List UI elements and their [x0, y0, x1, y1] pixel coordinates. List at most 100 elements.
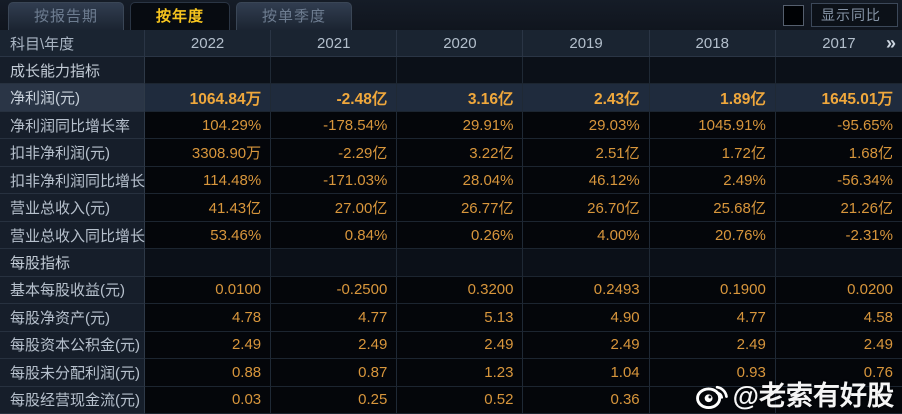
show-yoy-label[interactable]: 显示同比 — [811, 3, 898, 27]
cell-value: 2.49 — [397, 331, 524, 360]
cell-value: 25.68亿 — [649, 194, 776, 222]
cell-value: 0.36 — [523, 386, 650, 414]
table-body: 成长能力指标 净利润(元) 1064.84万 -2.48亿 3.16亿 2.43亿 1.89… — [0, 57, 902, 414]
cell-value: 1.23 — [397, 359, 524, 387]
year-label: 2020 — [443, 34, 477, 52]
table-row: 净利润(元) 1064.84万 -2.48亿 3.16亿 2.43亿 1.89亿 1645.… — [0, 84, 902, 112]
year-label: 2021 — [317, 34, 351, 52]
cell-value: 3.22亿 — [397, 139, 524, 167]
more-years-icon[interactable]: » — [885, 33, 896, 53]
cell-value: 1.89亿 — [649, 84, 776, 112]
table-row: 每股未分配利润(元) 0.88 0.87 1.23 1.04 0.93 0.76 — [0, 359, 902, 387]
row-label: 每股资本公积金(元) — [0, 331, 145, 360]
row-label: 基本每股收益(元) — [0, 276, 145, 305]
row-label: 净利润(元) — [0, 84, 145, 112]
row-label: 扣非净利润(元) — [0, 139, 145, 167]
show-yoy-checkbox[interactable] — [783, 4, 804, 26]
table-row: 营业总收入同比增长率 53.46% 0.84% 0.26% 4.00% 20.76% -2.… — [0, 221, 902, 250]
cell-value: 28.04% — [397, 166, 524, 195]
cell-value: 2.49 — [271, 331, 398, 360]
cell-value — [775, 249, 902, 277]
cell-value: 2.43亿 — [523, 84, 650, 112]
cell-value: 2.51亿 — [523, 139, 650, 167]
cell-value: 4.00% — [523, 221, 650, 250]
tab-report-period[interactable]: 按报告期 — [8, 2, 125, 30]
year-label: 2022 — [190, 34, 225, 52]
row-label: 扣非净利润同比增长率 — [0, 166, 160, 195]
cell-value: 0.03 — [145, 386, 272, 414]
cell-value: 2.49 — [649, 331, 776, 360]
cell-value: 3308.90万 — [145, 139, 272, 167]
cell-value: 1.72亿 — [649, 139, 776, 167]
cell-value: 5.13 — [397, 304, 524, 332]
year-header-cell: 2018 — [650, 30, 776, 56]
cell-value: 27.00亿 — [271, 194, 398, 222]
cell-value: 53.46% — [145, 221, 272, 250]
row-label: 净利润同比增长率 — [0, 111, 145, 140]
cell-value: 2.49 — [523, 331, 650, 360]
year-header-cell: 2021 — [271, 30, 398, 56]
table-row: 扣非净利润(元) 3308.90万 -2.29亿 3.22亿 2.51亿 1.72亿 1.6… — [0, 139, 902, 167]
cell-value: 41.43亿 — [145, 194, 272, 222]
cell-value: 0.3200 — [397, 276, 524, 305]
cell-value: 0.0200 — [775, 276, 902, 305]
cell-value — [523, 249, 650, 277]
cell-value: 0.93 — [649, 359, 776, 387]
table-row: 每股资本公积金(元) 2.49 2.49 2.49 2.49 2.49 2.49 — [0, 331, 902, 360]
cell-value: 1.04 — [523, 359, 650, 387]
cell-value: 21.26亿 — [775, 194, 902, 222]
cell-value: -2.29亿 — [271, 139, 398, 167]
table-row: 基本每股收益(元) 0.0100 -0.2500 0.3200 0.2493 0.1900… — [0, 276, 902, 305]
row-label: 营业总收入(元) — [0, 194, 145, 222]
cell-value: 4.90 — [523, 304, 650, 332]
tab-yearly[interactable]: 按年度 — [130, 2, 231, 30]
cell-value — [649, 249, 776, 277]
corner-header-cell: 科目\年度 — [0, 30, 145, 56]
cell-value: 1.68亿 — [775, 139, 902, 167]
row-label: 每股未分配利润(元) — [0, 359, 145, 387]
row-label: 每股经营现金流(元) — [0, 386, 145, 414]
cell-value: 2.49% — [649, 166, 776, 195]
cell-value — [145, 57, 272, 85]
cell-value: 3.16亿 — [397, 84, 524, 112]
cell-value: 0.87 — [271, 359, 398, 387]
cell-value: 2.49 — [775, 331, 902, 360]
cell-value — [649, 57, 776, 85]
year-header-cell: 2020 — [397, 30, 524, 56]
cell-value — [397, 249, 524, 277]
cell-value: 29.91% — [397, 111, 524, 140]
cell-value: 20.76% — [649, 221, 776, 250]
show-yoy-control: 显示同比 — [783, 3, 898, 27]
cell-value: 26.77亿 — [397, 194, 524, 222]
cell-value: 0.2493 — [523, 276, 650, 305]
table-row: 成长能力指标 — [0, 57, 902, 85]
table-row: 扣非净利润同比增长率 114.48% -171.03% 28.04% 46.12% 2.4… — [0, 166, 902, 195]
cell-value: 4.77 — [271, 304, 398, 332]
cell-value: 4.77 — [649, 304, 776, 332]
cell-value: 1045.91% — [649, 111, 776, 140]
cell-value: -95.65% — [775, 111, 902, 140]
year-header-cell: 2017 » — [776, 30, 902, 56]
cell-value: 26.70亿 — [523, 194, 650, 222]
table-row: 每股经营现金流(元) 0.03 0.25 0.52 0.36 — [0, 386, 902, 414]
cell-value: 2.49 — [145, 331, 272, 360]
cell-value: 46.12% — [523, 166, 650, 195]
cell-value — [649, 386, 776, 414]
cell-value: 0.1900 — [649, 276, 776, 305]
cell-value: 4.78 — [145, 304, 272, 332]
cell-value — [523, 57, 650, 85]
header-row: 科目\年度 2022 2021 2020 2019 2018 2017 » — [0, 30, 902, 57]
tab-single-quarter[interactable]: 按单季度 — [236, 2, 353, 30]
cell-value — [775, 57, 902, 85]
cell-value: 0.0100 — [145, 276, 272, 305]
tab-bar: 按报告期 按年度 按单季度 显示同比 — [0, 0, 902, 30]
cell-value — [775, 386, 902, 414]
row-label: 每股净资产(元) — [0, 304, 145, 332]
cell-value: 0.52 — [397, 386, 524, 414]
row-label: 成长能力指标 — [0, 57, 145, 85]
cell-value — [145, 249, 272, 277]
cell-value: 0.25 — [271, 386, 398, 414]
year-header-cell: 2022 — [145, 30, 272, 56]
year-header-cell: 2019 — [523, 30, 650, 56]
cell-value: -2.48亿 — [271, 84, 398, 112]
